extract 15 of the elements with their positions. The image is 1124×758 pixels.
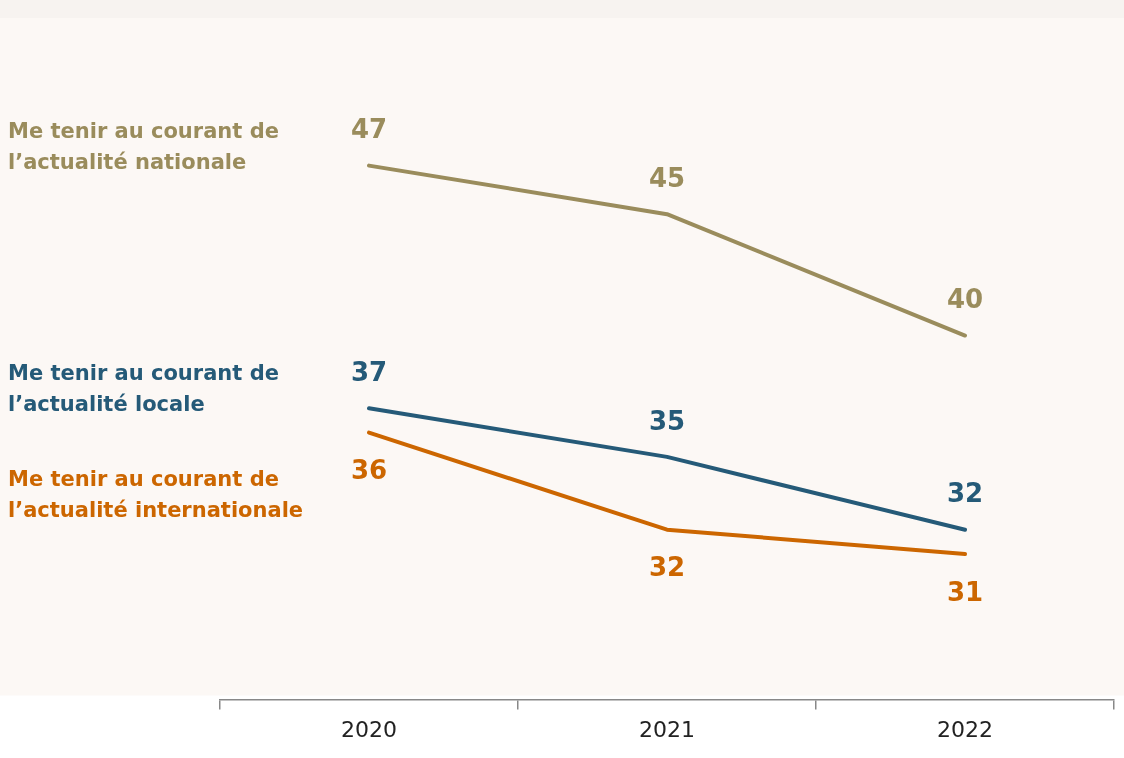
x-tick-label: 2022 <box>937 716 993 742</box>
x-tick-label: 2020 <box>341 716 397 742</box>
x-tick-label: 2021 <box>639 716 695 742</box>
data-label: 47 <box>350 114 388 145</box>
data-label: 31 <box>946 576 984 607</box>
text: Me tenir au courant de l’actualité locale <box>8 361 279 417</box>
data-label: 37 <box>350 357 388 388</box>
data-label: 40 <box>946 284 984 315</box>
data-label: 32 <box>648 552 686 583</box>
data-label: 45 <box>648 162 686 193</box>
data-label: 35 <box>648 405 686 436</box>
data-label: 32 <box>946 478 984 509</box>
data-label: 36 <box>350 455 388 486</box>
text: Me tenir au courant de l’actualité internationale <box>8 467 304 523</box>
text: Me tenir au courant de l’actualité nationale <box>8 118 279 174</box>
